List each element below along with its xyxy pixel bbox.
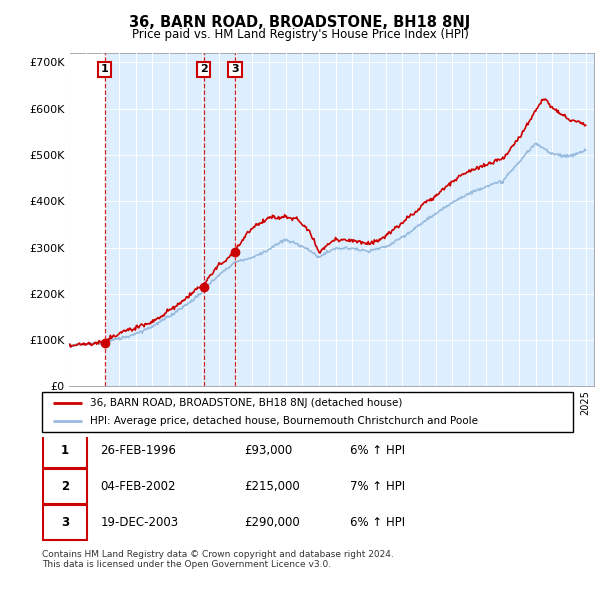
Text: 36, BARN ROAD, BROADSTONE, BH18 8NJ: 36, BARN ROAD, BROADSTONE, BH18 8NJ [130,15,470,30]
Text: 36, BARN ROAD, BROADSTONE, BH18 8NJ (detached house): 36, BARN ROAD, BROADSTONE, BH18 8NJ (det… [90,398,402,408]
Text: £93,000: £93,000 [244,444,292,457]
Text: 7% ↑ HPI: 7% ↑ HPI [350,480,405,493]
Text: Price paid vs. HM Land Registry's House Price Index (HPI): Price paid vs. HM Land Registry's House … [131,28,469,41]
FancyBboxPatch shape [43,433,86,468]
Text: 2: 2 [61,480,69,493]
Text: 3: 3 [231,64,239,74]
FancyBboxPatch shape [42,392,573,432]
Text: 6% ↑ HPI: 6% ↑ HPI [350,444,405,457]
Text: Contains HM Land Registry data © Crown copyright and database right 2024.
This d: Contains HM Land Registry data © Crown c… [42,550,394,569]
Text: 2: 2 [200,64,208,74]
Text: 6% ↑ HPI: 6% ↑ HPI [350,516,405,529]
Text: 1: 1 [101,64,109,74]
Text: 19-DEC-2003: 19-DEC-2003 [100,516,179,529]
FancyBboxPatch shape [43,470,86,504]
Text: 04-FEB-2002: 04-FEB-2002 [100,480,176,493]
Text: 26-FEB-1996: 26-FEB-1996 [100,444,176,457]
Text: HPI: Average price, detached house, Bournemouth Christchurch and Poole: HPI: Average price, detached house, Bour… [90,417,478,427]
FancyBboxPatch shape [43,506,86,540]
Text: 1: 1 [61,444,69,457]
Text: 3: 3 [61,516,69,529]
Bar [69,53,105,386]
Text: £215,000: £215,000 [244,480,299,493]
Text: £290,000: £290,000 [244,516,299,529]
Bar [69,53,105,386]
